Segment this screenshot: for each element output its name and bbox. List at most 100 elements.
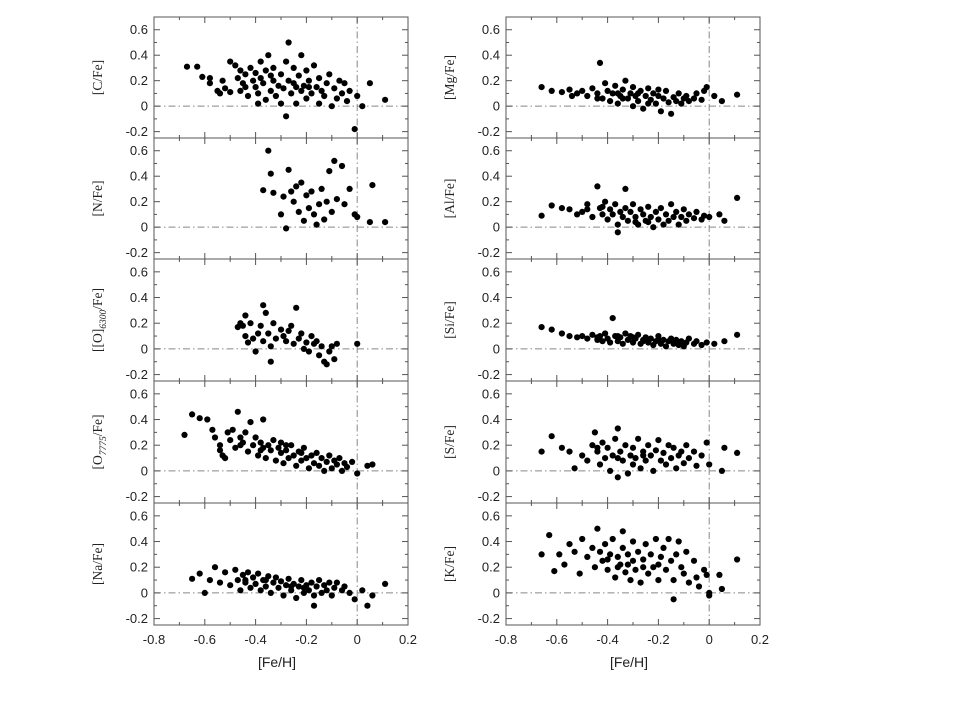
y-axis-label: [C/Fe]: [90, 60, 105, 95]
data-point: [660, 95, 667, 102]
panels-layer: -0.2 0 0.2 0.4 0.6 [C/Fe] -0.2 0 0.2 0.4 0.6 [Mg/Fe…: [90, 16, 769, 647]
y-tick-label: 0.6: [482, 264, 500, 279]
data-point: [194, 63, 201, 70]
data-point: [331, 356, 338, 363]
data-point: [673, 336, 680, 343]
data-point: [290, 64, 297, 71]
data-point: [703, 84, 710, 91]
data-point: [267, 343, 274, 350]
y-axis-label-main: [Si/Fe]: [442, 301, 457, 339]
data-point: [364, 462, 371, 469]
data-point: [265, 147, 272, 154]
data-point: [612, 201, 619, 208]
data-point: [318, 87, 325, 94]
data-point: [685, 98, 693, 105]
data-point: [680, 460, 687, 467]
y-axis-label-subscript: 6300: [99, 310, 109, 329]
data-point: [675, 90, 682, 97]
data-point: [607, 206, 614, 213]
data-point: [318, 185, 325, 192]
y-axis-label: [[O]6300/Fe]: [90, 288, 109, 352]
data-point: [640, 105, 647, 112]
data-point: [250, 574, 257, 581]
data-point: [280, 333, 287, 340]
data-point: [262, 96, 269, 103]
data-point: [683, 442, 690, 449]
data-point: [607, 551, 614, 558]
y-tick-label: 0.6: [482, 22, 500, 37]
data-point: [257, 322, 264, 329]
y-axis-label-tail: /Fe]: [90, 415, 105, 437]
data-point: [650, 467, 657, 474]
data-point: [693, 90, 700, 97]
panel-frame: [505, 137, 761, 260]
data-point: [655, 437, 662, 444]
data-point: [295, 208, 302, 215]
y-axis-label: [Al/Fe]: [442, 179, 457, 219]
data-point: [326, 579, 333, 586]
data-point: [614, 564, 621, 571]
data-point: [721, 217, 728, 224]
data-point: [693, 462, 700, 469]
data-point: [265, 52, 272, 59]
data-point: [584, 457, 591, 464]
data-point: [341, 201, 348, 208]
data-point: [589, 331, 596, 338]
data-point: [283, 442, 290, 449]
data-point: [298, 577, 305, 584]
data-point: [637, 465, 644, 472]
data-point: [277, 578, 285, 585]
data-point: [645, 100, 652, 107]
data-point: [703, 571, 710, 579]
y-axis-label: [K/Fe]: [442, 546, 457, 582]
data-point: [323, 198, 330, 205]
data-point: [293, 84, 300, 91]
data-point: [632, 566, 639, 573]
data-point: [734, 449, 741, 456]
data-point: [216, 579, 224, 586]
data-point: [341, 80, 348, 87]
data-point: [668, 335, 675, 342]
data-point: [290, 198, 297, 205]
data-point: [285, 327, 292, 334]
data-point: [189, 575, 196, 582]
data-point: [369, 592, 376, 599]
data-point: [624, 95, 632, 102]
data-point: [338, 162, 346, 170]
data-point: [267, 72, 274, 79]
data-point: [300, 217, 307, 224]
data-point: [635, 435, 642, 442]
data-point: [369, 182, 376, 189]
data-point: [283, 447, 290, 454]
panel-frame: [505, 380, 761, 504]
data-point: [706, 461, 713, 468]
data-point: [227, 582, 234, 589]
data-point: [369, 461, 376, 468]
data-point: [257, 58, 264, 65]
data-point: [685, 455, 693, 462]
data-point: [698, 452, 705, 459]
data-point: [566, 86, 573, 93]
y-tick-label: 0.4: [130, 412, 148, 427]
data-point: [584, 335, 591, 342]
data-point: [665, 99, 672, 106]
data-point: [303, 339, 310, 346]
data-point: [632, 455, 639, 462]
data-point: [604, 556, 611, 563]
data-point: [574, 211, 581, 218]
data-point: [257, 447, 264, 454]
data-point: [366, 80, 373, 87]
y-tick-label: 0.4: [482, 169, 500, 184]
data-point: [596, 59, 604, 66]
data-point: [206, 75, 213, 82]
data-point: [280, 193, 287, 200]
data-point: [629, 84, 637, 91]
data-point: [354, 340, 361, 347]
data-point: [272, 457, 279, 464]
data-point: [343, 463, 351, 471]
data-point: [232, 444, 239, 451]
data-point: [267, 87, 274, 94]
data-point: [640, 211, 647, 218]
data-point: [237, 87, 244, 94]
data-point: [303, 95, 310, 102]
